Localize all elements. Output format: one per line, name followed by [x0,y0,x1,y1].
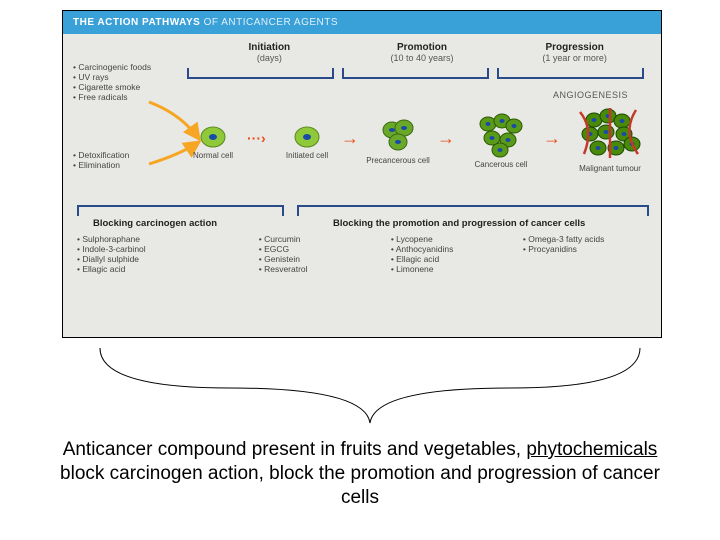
list-item: UV rays [73,72,183,82]
cell-label: Cancerous cell [461,160,541,169]
cell-label: Malignant tumour [565,164,655,173]
caption-underline: phytochemicals [526,439,657,460]
diagram-header: THE ACTION PATHWAYS OF ANTICANCER AGENTS [63,11,661,34]
compound-col: Curcumin EGCG Genistein Resveratrol [255,234,387,274]
caption-pre: Anticancer compound present in fruits an… [63,439,527,460]
cell-cluster-icon [378,118,418,154]
phase-title: Initiation [193,42,346,53]
list-item: Limonene [391,264,515,274]
list-item: Lycopene [391,234,515,244]
section-blocking-progression: Blocking the promotion and progression o… [333,218,585,229]
phase-progression: Progression (1 year or more) [498,42,651,63]
cell-normal: Normal cell [183,125,243,160]
header-rest: OF ANTICANCER AGENTS [200,17,338,28]
compound-col: Sulphoraphane Indole-3-carbinol Diallyl … [73,234,255,274]
diagram-content: Initiation (days) Promotion (10 to 40 ye… [63,34,661,336]
list-item: Resveratrol [259,264,383,274]
cell-cancerous: Cancerous cell [461,112,541,169]
cell-icon [293,125,321,149]
phase-sub: (days) [193,53,346,63]
list-item: Indole-3-carbinol [77,244,251,254]
tumour-icon [574,104,646,162]
phase-brackets-top [183,68,653,84]
arrow-icon: → [341,128,359,149]
cell-precancerous: Precancerous cell [363,118,433,165]
arrow-icon: ···› [247,130,266,146]
phase-promotion: Promotion (10 to 40 years) [346,42,499,63]
list-item: Ellagic acid [77,264,251,274]
list-item: Anthocyanidins [391,244,515,254]
cell-cluster-icon [474,112,528,158]
list-item: Procyanidins [523,244,647,254]
pathway-diagram: THE ACTION PATHWAYS OF ANTICANCER AGENTS… [62,10,662,338]
arrow-icon: → [543,128,561,149]
cell-label: Initiated cell [277,151,337,160]
caption-text: Anticancer compound present in fruits an… [40,438,680,509]
cell-tumour: Malignant tumour [565,104,655,173]
header-highlight: THE ACTION PATHWAYS [73,17,200,28]
curly-brace-icon [90,338,650,428]
list-item: Carcinogenic foods [73,62,183,72]
cells-row: Normal cell ···› Initiated cell → Precan… [183,110,651,190]
compound-col: Lycopene Anthocyanidins Ellagic acid Lim… [387,234,519,274]
phase-row: Initiation (days) Promotion (10 to 40 ye… [193,42,651,63]
list-item: Curcumin [259,234,383,244]
phase-brackets-bottom [73,202,653,218]
cell-icon [199,125,227,149]
phase-initiation: Initiation (days) [193,42,346,63]
phase-title: Promotion [346,42,499,53]
list-item: Diallyl sulphide [77,254,251,264]
cell-initiated: Initiated cell [277,125,337,160]
phase-sub: (10 to 40 years) [346,53,499,63]
section-blocking-carcinogen: Blocking carcinogen action [93,218,217,229]
list-item: Omega-3 fatty acids [523,234,647,244]
list-item: EGCG [259,244,383,254]
angiogenesis-label: ANGIOGENESIS [553,90,628,100]
compound-columns: Sulphoraphane Indole-3-carbinol Diallyl … [73,234,651,274]
cell-label: Precancerous cell [363,156,433,165]
list-item: Sulphoraphane [77,234,251,244]
phase-sub: (1 year or more) [498,53,651,63]
list-item: Cigarette smoke [73,82,183,92]
cell-label: Normal cell [183,151,243,160]
compound-col: Omega-3 fatty acids Procyanidins [519,234,651,274]
arrow-icon: → [437,128,455,149]
list-item: Genistein [259,254,383,264]
list-item: Ellagic acid [391,254,515,264]
phase-title: Progression [498,42,651,53]
caption-post: block carcinogen action, block the promo… [60,463,660,508]
